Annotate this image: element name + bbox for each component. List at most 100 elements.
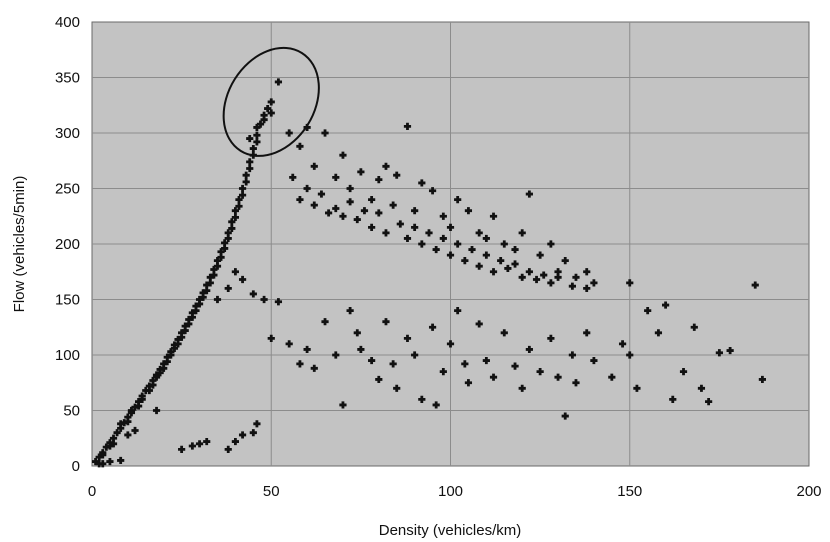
data-point xyxy=(590,279,598,287)
data-point xyxy=(210,271,218,279)
data-point xyxy=(554,273,562,281)
x-tick-label: 50 xyxy=(263,483,280,500)
data-point xyxy=(690,323,698,331)
data-point xyxy=(310,201,318,209)
data-point xyxy=(525,345,533,354)
data-point xyxy=(536,368,544,376)
data-point xyxy=(432,401,440,409)
data-point xyxy=(156,369,164,377)
data-point xyxy=(428,323,437,331)
data-point xyxy=(152,406,161,415)
x-axis-title: Density (vehicles/km) xyxy=(379,522,522,539)
data-point xyxy=(382,318,390,326)
data-point xyxy=(504,264,512,273)
data-point xyxy=(235,202,243,210)
data-point xyxy=(439,368,447,376)
data-point xyxy=(482,251,490,259)
data-point xyxy=(626,279,634,287)
data-point xyxy=(210,265,218,274)
data-point xyxy=(235,196,243,204)
data-point xyxy=(203,437,211,446)
data-point xyxy=(195,295,204,304)
data-point xyxy=(192,307,200,315)
data-point xyxy=(332,173,340,181)
data-point xyxy=(117,420,125,428)
data-point xyxy=(221,239,229,247)
data-point xyxy=(568,282,576,290)
data-point xyxy=(751,281,759,289)
data-point xyxy=(518,229,526,237)
data-point xyxy=(127,406,136,415)
data-point xyxy=(238,431,247,439)
data-point xyxy=(525,268,533,276)
data-point xyxy=(446,340,455,348)
highlight-ellipse xyxy=(222,46,320,157)
data-point xyxy=(339,401,347,409)
data-point xyxy=(231,437,239,446)
data-point xyxy=(152,373,161,381)
data-point xyxy=(296,142,304,150)
data-point xyxy=(221,244,229,253)
x-tick-label: 0 xyxy=(88,483,96,500)
data-point xyxy=(403,122,412,130)
data-point xyxy=(260,295,268,304)
y-axis-title: Flow (vehicles/5min) xyxy=(11,176,28,313)
data-point xyxy=(160,364,168,372)
data-point xyxy=(253,131,261,139)
data-point xyxy=(256,120,265,128)
y-tick-label: 50 xyxy=(63,403,80,420)
data-point xyxy=(163,358,171,366)
data-point xyxy=(375,375,383,384)
data-point xyxy=(178,445,186,453)
data-point xyxy=(195,300,204,308)
data-point xyxy=(296,360,304,368)
data-point xyxy=(109,434,118,442)
data-point xyxy=(113,429,121,437)
data-point xyxy=(425,229,433,237)
data-points xyxy=(91,78,766,468)
data-point xyxy=(360,207,369,215)
data-point xyxy=(192,302,200,310)
data-point xyxy=(91,457,100,466)
data-point xyxy=(339,151,347,159)
data-point xyxy=(231,268,239,276)
data-point xyxy=(583,284,591,292)
data-point xyxy=(389,360,397,368)
data-point xyxy=(106,442,114,450)
data-point xyxy=(644,307,652,315)
data-point xyxy=(697,384,706,392)
data-point xyxy=(403,234,412,243)
data-point xyxy=(758,375,766,384)
data-point xyxy=(572,379,580,387)
data-point xyxy=(393,171,401,179)
data-point xyxy=(199,293,207,301)
data-point xyxy=(454,307,462,315)
tick-labels: 0 50 100 150 200 250 300 350 400 0 50 100 150 200 xyxy=(55,14,822,500)
data-point xyxy=(411,207,419,215)
data-point xyxy=(317,190,326,198)
data-point xyxy=(249,429,257,437)
data-point xyxy=(99,460,107,468)
data-point xyxy=(138,395,146,403)
data-point xyxy=(174,335,182,344)
data-point xyxy=(213,257,222,265)
data-point xyxy=(418,395,426,403)
data-point xyxy=(242,178,250,186)
data-point xyxy=(332,351,340,359)
data-point xyxy=(662,301,670,309)
data-point xyxy=(217,248,225,256)
data-point xyxy=(181,326,189,335)
data-point xyxy=(518,273,526,281)
data-point xyxy=(145,386,153,395)
data-point xyxy=(561,412,569,420)
data-point xyxy=(260,111,268,119)
data-point xyxy=(497,257,505,265)
x-tick-label: 100 xyxy=(438,483,463,500)
x-tick-label: 150 xyxy=(617,483,642,500)
data-point xyxy=(489,373,498,381)
data-point xyxy=(253,123,261,132)
data-point xyxy=(705,398,713,406)
data-point xyxy=(181,322,189,330)
data-point xyxy=(446,251,455,259)
data-point xyxy=(238,191,247,199)
